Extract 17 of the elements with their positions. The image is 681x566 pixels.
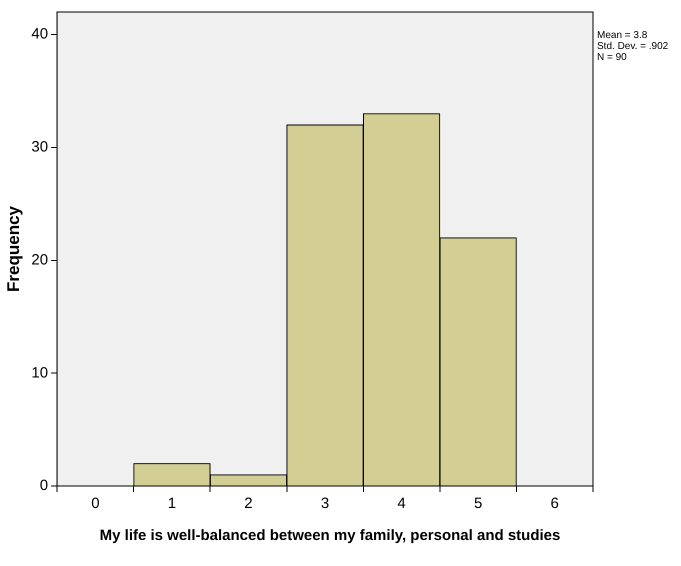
text: N = 90 (597, 52, 628, 63)
y-tick-label: 30 (31, 138, 48, 156)
x-tick-label: 2 (244, 495, 253, 512)
x-tick-label: 0 (91, 495, 100, 512)
x-tick-label: 3 (320, 495, 330, 512)
x-tick-label: 1 (168, 495, 176, 512)
text: Mean = 3.8 (597, 30, 648, 41)
y-tick-label: 10 (31, 364, 48, 382)
text: Std. Dev. = .902 (597, 41, 668, 52)
y-tick-label: 0 (40, 477, 48, 494)
y-axis-title: Frequency (4, 205, 23, 292)
x-tick-label: 5 (474, 495, 482, 512)
y-tick-label: 20 (31, 251, 48, 268)
y-tick-label: 40 (31, 26, 48, 43)
x-tick-label: 6 (550, 495, 559, 512)
x-axis-title: My life is well-balanced between my family, personal and studies (98, 527, 562, 544)
x-tick-label: 4 (397, 495, 406, 512)
